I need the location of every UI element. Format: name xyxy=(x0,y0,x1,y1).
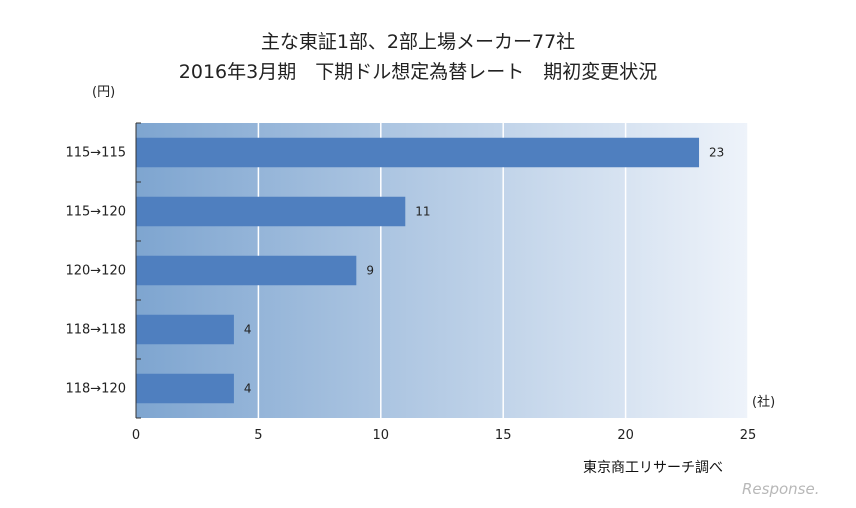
x-tick-label: 0 xyxy=(132,428,140,443)
bar xyxy=(136,255,357,286)
y-category-label: 118→118 xyxy=(65,323,126,338)
x-axis-unit-label: (社) xyxy=(752,394,775,410)
axes: 0 5 10 15 20 25 115→115 115→120 120→120 118→118 11… xyxy=(65,122,757,443)
x-tick-label: 15 xyxy=(495,428,512,443)
source-note: 東京商工リサーチ調べ xyxy=(583,460,723,476)
bar xyxy=(136,196,406,227)
x-tick-label: 5 xyxy=(254,428,262,443)
bars: 23 11 9 4 4 xyxy=(136,137,724,404)
chart-subtitle: 2016年3月期 下期ドル想定為替レート 期初変更状況 xyxy=(179,61,657,83)
y-category-label: 115→120 xyxy=(65,205,126,220)
x-tick-label: 25 xyxy=(740,428,757,443)
bar-value-label: 11 xyxy=(415,205,430,219)
bar-value-label: 9 xyxy=(366,264,374,278)
bar xyxy=(136,373,234,404)
y-axis-unit-label: (円) xyxy=(92,85,115,100)
bar-value-label: 23 xyxy=(709,146,724,160)
x-tick-label: 10 xyxy=(373,428,390,443)
y-category-label: 118→120 xyxy=(65,382,126,397)
bar-value-label: 4 xyxy=(244,323,252,337)
bar xyxy=(136,137,700,168)
chart-title: 主な東証1部、2部上場メーカー77社 xyxy=(261,31,575,53)
bar-value-label: 4 xyxy=(244,382,252,396)
y-category-label: 120→120 xyxy=(65,264,126,279)
grid-lines xyxy=(257,123,749,418)
y-category-label: 115→115 xyxy=(65,146,126,161)
response-watermark-logo: Response. xyxy=(742,480,819,498)
x-tick-label: 20 xyxy=(617,428,634,443)
bar xyxy=(136,314,234,345)
